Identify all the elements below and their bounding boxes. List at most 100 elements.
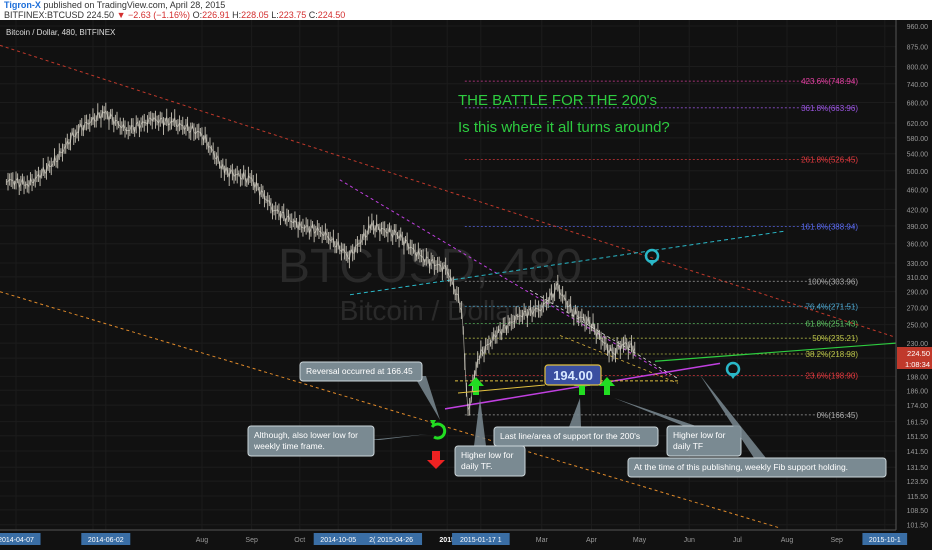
green-trendline bbox=[654, 342, 897, 362]
trend-lines bbox=[0, 44, 897, 529]
publish-bar: Tigron-X published on TradingView.com, A… bbox=[0, 0, 932, 20]
note-text: Last line/area of support for the 200's bbox=[500, 431, 640, 441]
axes: 960.00 875.00 800.00 740.00 680.00 620.00 580.… bbox=[0, 20, 932, 550]
location-pin-icon bbox=[729, 373, 737, 379]
note-text: At the time of this publishing, weekly F… bbox=[634, 462, 848, 472]
fib-level-label: 261.8%(526.45) bbox=[801, 155, 858, 164]
y-tick-label: 108.50 bbox=[907, 508, 929, 515]
ohlc-line: BITFINEX:BTCUSD 224.50 ▼ −2.63 (−1.16%) … bbox=[4, 10, 345, 20]
open-label: O: bbox=[192, 10, 203, 20]
note-text: daily TF bbox=[673, 441, 703, 451]
y-tick-label: 875.00 bbox=[907, 45, 929, 52]
fib-level-label: 50%(235.21) bbox=[812, 334, 858, 343]
x-tick-label: 2015 bbox=[439, 537, 455, 544]
close-label: C: bbox=[308, 10, 318, 20]
note-pointer bbox=[368, 434, 428, 440]
price-change: −2.63 (−1.16%) bbox=[128, 10, 191, 20]
y-tick-label: 390.00 bbox=[907, 224, 929, 231]
price-badge bbox=[897, 358, 932, 369]
y-tick-label: 174.00 bbox=[907, 403, 929, 410]
watermark-name: Bitcoin / Dollar bbox=[340, 295, 521, 326]
note-pointer bbox=[700, 375, 766, 458]
high-value: 228.05 bbox=[241, 10, 269, 20]
price-badge-label: 1:08:34 bbox=[905, 360, 930, 369]
x-tick-label: 2015-01-17 1 bbox=[460, 537, 502, 544]
x-tick-label: Aug bbox=[781, 537, 794, 544]
y-tick-label: 460.00 bbox=[907, 187, 929, 194]
x-tick-label: 2014-06-02 bbox=[88, 537, 124, 544]
publish-info: published on TradingView.com, April 28, … bbox=[43, 0, 226, 10]
author-name[interactable]: Tigron-X bbox=[4, 0, 41, 10]
price-badge-label: 224.50 bbox=[907, 349, 930, 358]
fib-level-label: 100%(303.96) bbox=[808, 277, 859, 286]
y-tick-label: 960.00 bbox=[907, 24, 929, 31]
y-tick-label: 141.50 bbox=[907, 449, 929, 456]
x-tick-label: May bbox=[633, 537, 647, 544]
close-value: 224.50 bbox=[317, 10, 346, 20]
chart-svg[interactable]: BTCUSD, 480 Bitcoin / Dollar 423.6%(748.… bbox=[0, 20, 932, 550]
up-arrow-icon bbox=[599, 377, 615, 395]
cyan-trendline bbox=[349, 230, 786, 296]
y-tick-label: 123.50 bbox=[907, 479, 929, 486]
high-label: H: bbox=[232, 10, 242, 20]
y-tick-label: 186.00 bbox=[907, 388, 929, 395]
note-text: Higher low for bbox=[673, 430, 726, 440]
y-tick-label: 420.00 bbox=[907, 207, 929, 214]
x-tick-highlight bbox=[360, 533, 423, 545]
reversal-circle-icon bbox=[430, 422, 447, 440]
x-tick-highlight bbox=[0, 533, 41, 545]
fib-level-label: 38.2%(218.98) bbox=[806, 350, 859, 359]
price-series bbox=[5, 102, 636, 416]
up-arrow-icon bbox=[468, 377, 484, 395]
note-text: daily TF. bbox=[461, 461, 493, 471]
x-tick-label: Aug bbox=[196, 537, 209, 544]
down-arrow-icon bbox=[427, 451, 445, 469]
y-tick-label: 230.00 bbox=[907, 341, 929, 348]
note-pointer bbox=[614, 398, 696, 426]
downtrend-channel-lower bbox=[0, 291, 781, 529]
price-line bbox=[6, 110, 636, 412]
fib-level-label: 0%(166.45) bbox=[817, 411, 859, 420]
x-tick-label: 2( 2015-04-26 bbox=[369, 537, 413, 544]
note-box[interactable] bbox=[627, 457, 887, 478]
fib-level-label: 361.8%(663.96) bbox=[801, 104, 858, 113]
y-tick-label: 198.00 bbox=[907, 374, 929, 381]
wedge-line-upper bbox=[529, 289, 679, 379]
note-text: Reversal occurred at 166.45 bbox=[306, 366, 413, 376]
note-box[interactable] bbox=[247, 425, 375, 457]
x-tick-label: Sep bbox=[245, 537, 258, 544]
y-tick-label: 800.00 bbox=[907, 64, 929, 71]
y-tick-label: 500.00 bbox=[907, 169, 929, 176]
x-tick-highlight bbox=[313, 533, 363, 545]
downtrend-line-magenta bbox=[339, 179, 671, 377]
note-pointer bbox=[414, 376, 440, 420]
x-tick-label: Apr bbox=[586, 537, 598, 544]
fib-level-label: 76.4%(271.51) bbox=[806, 302, 859, 311]
y-tick-label: 740.00 bbox=[907, 82, 929, 89]
y-tick-label: 161.50 bbox=[907, 420, 929, 427]
price-badge bbox=[897, 347, 932, 358]
note-pointer bbox=[474, 398, 486, 446]
reversal-circle-icon bbox=[430, 420, 436, 426]
low-label: L: bbox=[271, 10, 279, 20]
x-tick-highlight bbox=[452, 533, 510, 545]
y-tick-label: 310.00 bbox=[907, 275, 929, 282]
x-tick-label: Mar bbox=[536, 537, 549, 544]
x-tick-label: 2015-10-1 bbox=[869, 537, 901, 544]
y-tick-label: 151.50 bbox=[907, 434, 929, 441]
open-value: 226.91 bbox=[202, 10, 230, 20]
note-box[interactable] bbox=[666, 425, 742, 457]
note-box[interactable] bbox=[454, 445, 526, 477]
y-tick-label: 270.00 bbox=[907, 306, 929, 313]
x-tick-highlight bbox=[862, 533, 908, 545]
support-box-leader bbox=[457, 384, 546, 394]
note-text: Higher low for bbox=[461, 450, 514, 460]
y-tick-label: 620.00 bbox=[907, 121, 929, 128]
note-box[interactable] bbox=[299, 361, 423, 382]
chart-area[interactable]: BTCUSD, 480 Bitcoin / Dollar 423.6%(748.… bbox=[0, 20, 932, 550]
note-box[interactable] bbox=[493, 426, 659, 447]
note-pointer bbox=[569, 398, 581, 427]
note-text: weekly time frame. bbox=[253, 441, 325, 451]
y-tick-label: 250.00 bbox=[907, 323, 929, 330]
y-tick-label: 115.50 bbox=[907, 494, 928, 501]
